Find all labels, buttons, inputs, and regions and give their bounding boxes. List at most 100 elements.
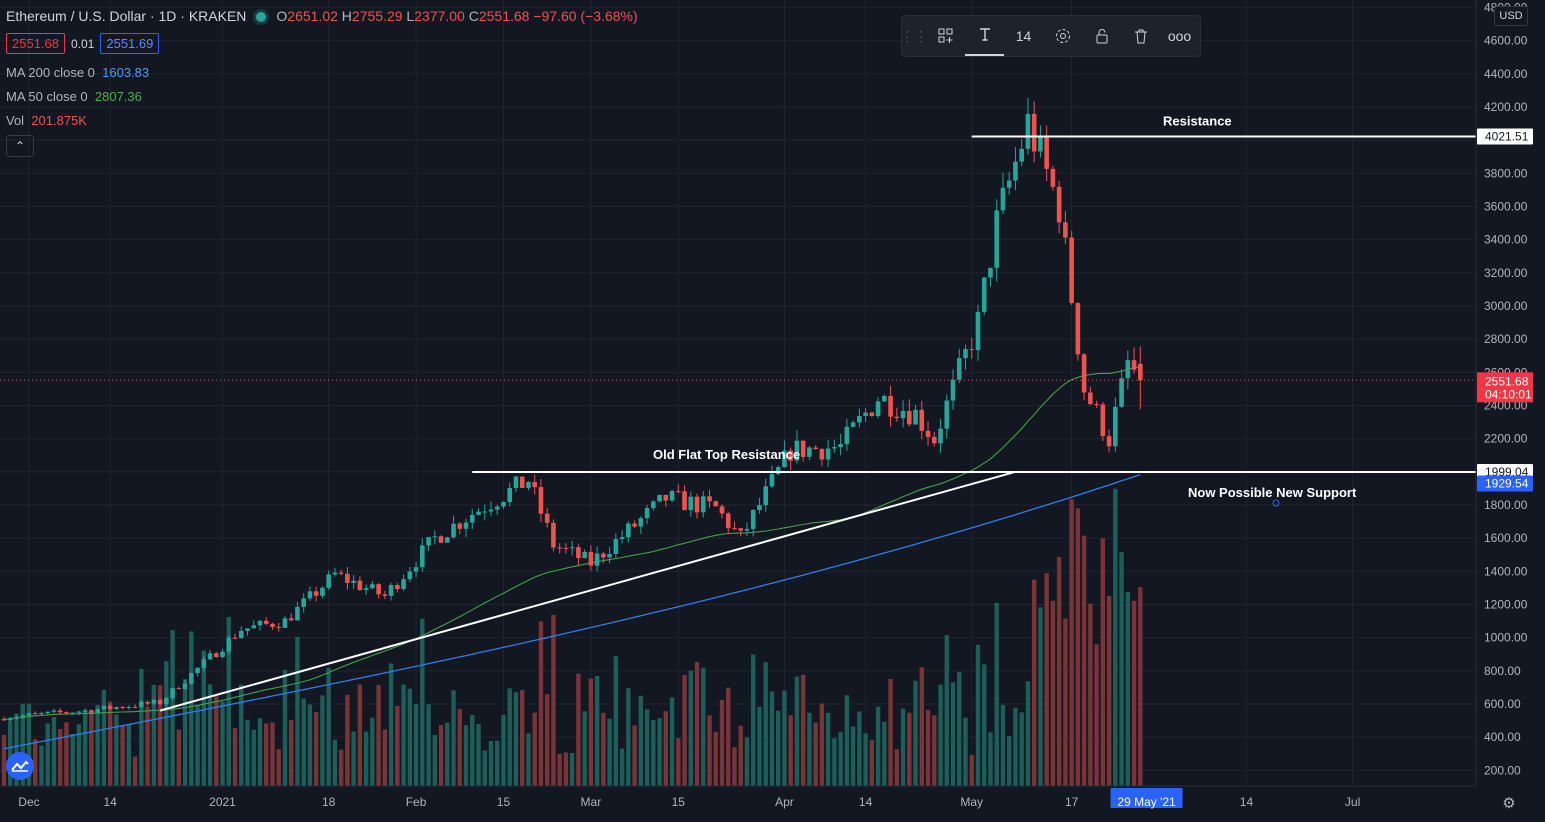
candle-body (251, 625, 257, 629)
volume-bar (882, 721, 887, 788)
candle-body (956, 358, 962, 380)
candle-body (694, 496, 700, 513)
candle-body (114, 707, 119, 709)
candle-body (145, 701, 150, 704)
text-color-button[interactable] (965, 16, 1004, 56)
chart-settings-button[interactable]: ⚙ (1500, 794, 1518, 812)
candle-body (64, 712, 69, 714)
candle-body (388, 585, 394, 596)
candle-body (451, 523, 456, 538)
volume-bar (682, 674, 687, 788)
volume-bar (64, 722, 69, 788)
volume-bar (557, 753, 562, 788)
candle-body (288, 618, 294, 621)
settings-button[interactable] (1043, 16, 1082, 56)
symbol-legend: Ethereum / U.S. Dollar · 1D · KRAKEN O265… (6, 8, 638, 24)
ma200-legend[interactable]: MA 200 close 0 1603.83 (6, 65, 150, 80)
candle-body (395, 585, 400, 590)
volume-bar (963, 717, 968, 788)
volume-bar (701, 667, 706, 788)
candle-body (1050, 168, 1056, 187)
candle-body (919, 409, 925, 431)
volume-bar (107, 701, 113, 788)
candle-body (413, 567, 419, 572)
candle-body (657, 494, 662, 502)
candle-body (1125, 360, 1131, 379)
candle-body (975, 311, 981, 351)
candle-body (407, 571, 413, 580)
lock-button[interactable] (1082, 16, 1121, 56)
volume-bar (245, 719, 250, 788)
volume-bar (944, 635, 949, 788)
candle-body (182, 683, 188, 689)
volume-bar (751, 654, 756, 788)
collapse-legend-button[interactable]: ⌃ (6, 135, 34, 157)
candle-body (176, 688, 182, 690)
volume-bar (432, 735, 437, 788)
candle-body (295, 606, 300, 621)
candle-body (157, 699, 163, 705)
cursor-date-bg (1110, 788, 1183, 808)
volume-bar (1, 735, 7, 788)
candle-body (569, 547, 575, 549)
volume-bar (476, 723, 481, 788)
ma50-legend[interactable]: MA 50 close 0 2807.36 (6, 89, 142, 104)
candle-body (832, 447, 837, 449)
sell-button[interactable]: 2551.68 (6, 33, 65, 54)
candle-body (482, 511, 488, 513)
candle-body (164, 697, 169, 705)
volume-legend[interactable]: Vol 201.875K (6, 113, 87, 128)
candle-body (282, 618, 288, 628)
time-tick-label: 2021 (209, 795, 236, 809)
volume-bar (619, 748, 625, 788)
volume-bar (270, 722, 275, 788)
candle-body (1131, 360, 1137, 370)
time-tick-label: 14 (1240, 795, 1254, 809)
candle-body (220, 651, 225, 658)
candle-body (7, 718, 13, 721)
candle-body (682, 491, 687, 511)
volume-bar (457, 708, 462, 788)
volume-bar (694, 662, 700, 788)
volume-bar (644, 709, 650, 788)
templates-button[interactable] (926, 16, 965, 56)
volume-bar (726, 687, 731, 788)
font-size-button[interactable]: 14 (1015, 28, 1032, 44)
candle-body (457, 523, 463, 529)
templates-icon (938, 28, 952, 43)
volume-bar (907, 712, 912, 788)
currency-button[interactable]: USD (1494, 6, 1528, 26)
candle-body (763, 486, 769, 506)
volume-bar (526, 733, 531, 788)
candle-body (607, 553, 612, 558)
delete-button[interactable] (1121, 16, 1160, 56)
candle-body (276, 626, 282, 628)
candle-body (644, 507, 650, 519)
candle-body (1006, 180, 1012, 188)
symbol-title[interactable]: Ethereum / U.S. Dollar · 1D · KRAKEN (6, 8, 247, 24)
time-tick-label: Feb (406, 795, 427, 809)
volume-bar (613, 656, 619, 788)
volume-bar (1000, 704, 1006, 788)
candle-body (507, 487, 513, 502)
buy-button[interactable]: 2551.69 (100, 33, 160, 54)
tradingview-logo[interactable] (6, 752, 34, 780)
candle-body (788, 450, 793, 461)
candle-body (601, 553, 606, 558)
volume-bar (538, 621, 544, 788)
candle-body (494, 506, 500, 510)
candle-body (938, 428, 943, 444)
volume-bar (470, 715, 475, 788)
volume-bar (719, 699, 725, 788)
more-button[interactable]: ooo (1167, 28, 1192, 44)
drag-handle-icon[interactable]: ⋮⋮ (900, 27, 928, 44)
candle-body (513, 476, 519, 488)
candle-body (713, 501, 719, 507)
candle-body (1, 718, 7, 721)
price-tick-label: 1600.00 (1484, 531, 1528, 545)
candle-body (1075, 303, 1081, 355)
price-tick-label: 800.00 (1484, 664, 1521, 678)
blue-price-tag: 1929.54 (1485, 476, 1529, 490)
